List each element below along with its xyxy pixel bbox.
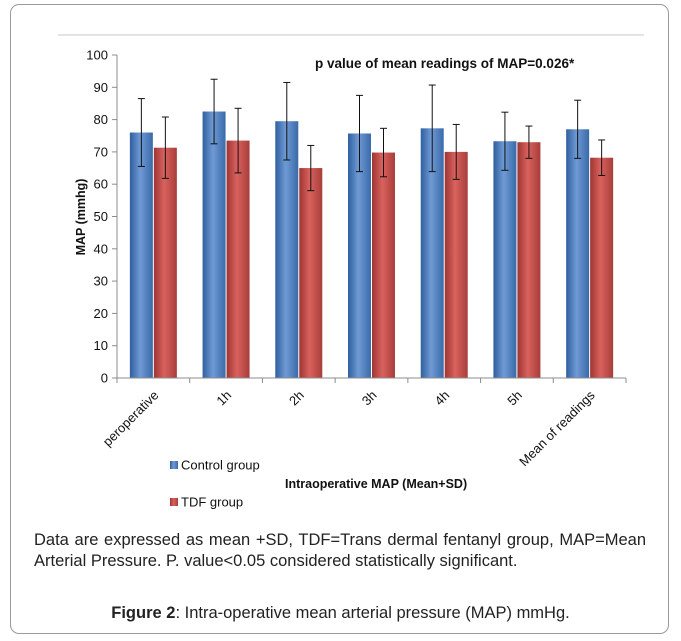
legend-label: TDF group <box>181 495 243 510</box>
bar-chart: 0 10 20 30 40 50 60 70 80 90 100 peroperative 1h 2h 3h… <box>58 34 644 510</box>
y-tick-label: 20 <box>94 306 108 321</box>
x-tick-label: 5h <box>504 388 525 409</box>
figure-title-text: : Intra-operative mean arterial pressure… <box>175 604 570 622</box>
legend-swatch-control <box>170 461 178 469</box>
legend-label: Control group <box>181 458 260 473</box>
x-tick-label: 3h <box>359 388 380 409</box>
bar-tdf-6 <box>590 157 614 378</box>
figure-caption: Data are expressed as mean +SD, TDF=Tran… <box>34 531 646 570</box>
bar-control-5 <box>493 141 517 378</box>
bar-control-3 <box>348 133 371 378</box>
p-value-annotation: p value of mean readings of MAP=0.026* <box>315 56 575 71</box>
bar-tdf-1 <box>226 140 250 378</box>
y-tick-label: 60 <box>94 177 108 192</box>
y-axis-title: MAP (mmhg) <box>74 179 88 256</box>
x-tick-label: 1h <box>213 388 234 409</box>
bar-control-2 <box>275 121 299 378</box>
legend-swatch-tdf <box>170 498 178 506</box>
figure-label: Figure 2 <box>111 604 176 622</box>
bars-layer <box>129 111 614 379</box>
legend: Control group TDF group <box>170 458 260 510</box>
y-tick-label: 70 <box>94 144 108 159</box>
y-tick-label: 50 <box>94 209 108 224</box>
y-tick-label: 40 <box>94 241 108 256</box>
y-tick-label: 90 <box>94 80 108 95</box>
x-tick-label: Mean of readings <box>516 387 598 469</box>
bar-control-1 <box>202 111 226 379</box>
x-tick-label: peroperative <box>100 388 162 450</box>
figure-title: Figure 2: Intra-operative mean arterial … <box>0 604 681 623</box>
figure-frame <box>10 4 669 634</box>
y-tick-label: 0 <box>101 371 108 386</box>
bar-tdf-3 <box>372 152 395 378</box>
error-bars-layer <box>137 78 606 192</box>
bar-tdf-0 <box>153 147 177 378</box>
bar-tdf-4 <box>444 151 468 378</box>
x-axis-title: Intraoperative MAP (Mean+SD) <box>285 477 467 491</box>
y-tick-label: 100 <box>86 48 108 63</box>
y-tick-label: 10 <box>94 338 108 353</box>
x-tick-label: 2h <box>286 388 307 409</box>
bar-control-4 <box>420 128 444 378</box>
y-tick-label: 30 <box>94 274 108 289</box>
x-tick-label: 4h <box>431 388 452 409</box>
bar-tdf-5 <box>517 142 541 378</box>
bar-tdf-2 <box>299 168 323 378</box>
bar-control-0 <box>129 132 153 378</box>
y-tick-label: 80 <box>94 112 108 127</box>
bar-control-6 <box>566 129 590 378</box>
